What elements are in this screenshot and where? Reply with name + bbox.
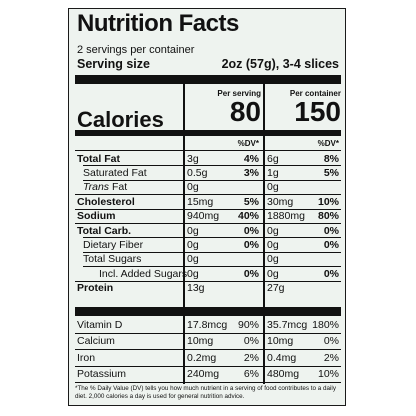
nutrient-amount-serving: 0.5g bbox=[187, 166, 208, 179]
calories-per-container: 150 bbox=[294, 96, 341, 127]
nutrient-amount-container: 1g bbox=[267, 166, 279, 179]
vitamin-amount-container: 10mg bbox=[267, 335, 294, 347]
vitamin-name: Vitamin D bbox=[77, 318, 123, 331]
row-divider bbox=[83, 251, 341, 253]
nutrient-amount-serving: 15mg bbox=[187, 195, 214, 208]
nutrient-amount-serving: 13g bbox=[187, 282, 205, 295]
row-divider bbox=[75, 280, 341, 282]
nutrient-amount-container: 0g bbox=[267, 267, 279, 280]
column-divider-2 bbox=[263, 84, 265, 309]
vitamin-dv-container: 2% bbox=[323, 351, 339, 364]
column-divider-1b bbox=[183, 316, 185, 384]
nutrient-dv-serving: 40% bbox=[237, 210, 259, 223]
row-divider bbox=[83, 179, 341, 181]
nutrient-name: Dietary Fiber bbox=[83, 238, 144, 251]
vitamin-dv-serving: 2% bbox=[243, 351, 259, 364]
label-title: Nutrition Facts bbox=[77, 10, 239, 37]
vitamin-row-divider bbox=[75, 332, 341, 334]
nutrient-dv-serving: 0% bbox=[243, 224, 259, 237]
calories-per-serving: 80 bbox=[229, 96, 261, 127]
row-divider bbox=[75, 223, 341, 224]
vitamin-amount-container: 480mg bbox=[267, 368, 300, 380]
nutrient-dv-serving: 0% bbox=[243, 238, 259, 251]
dv-header-serving: %DV* bbox=[237, 139, 259, 148]
nutrient-amount-serving: 0g bbox=[187, 253, 199, 266]
nutrient-amount-container: 0g bbox=[267, 181, 279, 194]
nutrient-name: Cholesterol bbox=[77, 195, 135, 208]
thick-divider-bottom bbox=[75, 307, 341, 316]
nutrient-amount-serving: 0g bbox=[187, 224, 199, 237]
row-divider bbox=[75, 194, 341, 196]
thick-divider-top bbox=[75, 75, 341, 84]
vitamin-dv-serving: 0% bbox=[243, 335, 259, 347]
nutrient-dv-container: 8% bbox=[323, 152, 339, 165]
dv-footnote: *The % Daily Value (DV) tells you how mu… bbox=[75, 385, 336, 400]
vitamin-amount-serving: 240mg bbox=[187, 368, 220, 380]
row-divider bbox=[83, 237, 341, 239]
nutrient-dv-serving: 3% bbox=[243, 166, 259, 179]
vitamin-row-divider bbox=[75, 365, 341, 367]
nutrient-name: Protein bbox=[77, 282, 114, 295]
servings-per-container: 2 servings per container bbox=[77, 44, 195, 56]
per-serving-header: Per serving bbox=[217, 89, 261, 98]
nutrient-name: Total Fat bbox=[77, 152, 120, 165]
nutrient-amount-serving: 940mg bbox=[187, 210, 220, 223]
nutrient-name: Saturated Fat bbox=[83, 166, 147, 179]
column-divider-1 bbox=[183, 84, 185, 309]
nutrient-amount-container: 27g bbox=[267, 282, 285, 295]
nutrient-dv-container: 0% bbox=[323, 238, 339, 251]
nutrient-dv-container: 10% bbox=[317, 195, 339, 208]
serving-size-label: Serving size bbox=[77, 57, 150, 71]
vitamin-dv-container: 180% bbox=[312, 318, 339, 331]
nutrient-dv-serving: 5% bbox=[243, 195, 259, 208]
nutrient-name: Total Sugars bbox=[83, 253, 142, 266]
per-container-header: Per container bbox=[289, 89, 341, 98]
vitamin-dv-serving: 6% bbox=[243, 368, 259, 380]
thick-divider-calories bbox=[75, 130, 341, 136]
nutrient-amount-container: 0g bbox=[267, 224, 279, 237]
vitamin-dv-container: 0% bbox=[323, 335, 339, 347]
nutrient-dv-container: 5% bbox=[323, 166, 339, 179]
vitamin-amount-serving: 17.8mcg bbox=[187, 318, 228, 331]
serving-size-value: 2oz (57g), 3-4 slices bbox=[221, 57, 339, 71]
nutrient-name: Incl. Added Sugars bbox=[99, 267, 188, 280]
vitamin-name: Calcium bbox=[77, 335, 115, 347]
nutrient-amount-container: 1880mg bbox=[267, 210, 305, 223]
nutrient-amount-container: 0g bbox=[267, 253, 279, 266]
nutrient-dv-container: 80% bbox=[317, 210, 339, 223]
nutrient-dv-serving: 0% bbox=[243, 267, 259, 280]
nutrient-name: Total Carb. bbox=[77, 224, 132, 237]
vitamin-amount-container: 0.4mg bbox=[267, 351, 297, 364]
nutrient-amount-serving: 0g bbox=[187, 238, 199, 251]
nutrient-dv-container: 0% bbox=[323, 267, 339, 280]
dv-header-container: %DV* bbox=[317, 139, 339, 148]
calories-label: Calories bbox=[77, 107, 164, 132]
column-divider-2b bbox=[263, 316, 265, 384]
nutrient-dv-serving: 4% bbox=[243, 152, 259, 165]
vitamin-amount-container: 35.7mcg bbox=[267, 318, 308, 331]
row-divider bbox=[75, 208, 341, 210]
vitamin-dv-serving: 90% bbox=[237, 318, 259, 331]
divider-dv bbox=[75, 150, 341, 151]
vitamin-amount-serving: 0.2mg bbox=[187, 351, 217, 364]
vitamin-name: Iron bbox=[77, 351, 96, 364]
nutrient-name: Trans Fat bbox=[83, 181, 128, 194]
row-divider bbox=[83, 165, 341, 167]
nutrient-amount-container: 0g bbox=[267, 238, 279, 251]
nutrition-facts-label: Nutrition Facts 2 servings per container… bbox=[68, 8, 346, 406]
vitamin-row-divider bbox=[75, 349, 341, 350]
nutrient-amount-serving: 0g bbox=[187, 181, 199, 194]
nutrient-amount-container: 6g bbox=[267, 152, 279, 165]
nutrient-amount-serving: 3g bbox=[187, 152, 199, 165]
vitamin-dv-container: 10% bbox=[317, 368, 339, 380]
nutrient-amount-serving: 0g bbox=[187, 267, 199, 280]
vitamin-row-divider bbox=[75, 382, 341, 383]
serving-size-row: Serving size 2oz (57g), 3-4 slices bbox=[77, 57, 339, 71]
row-divider bbox=[83, 266, 341, 268]
nutrient-name: Sodium bbox=[77, 210, 116, 223]
vitamin-name: Potassium bbox=[77, 368, 127, 380]
nutrient-dv-container: 0% bbox=[323, 224, 339, 237]
vitamin-amount-serving: 10mg bbox=[187, 335, 214, 347]
nutrient-amount-container: 30mg bbox=[267, 195, 294, 208]
